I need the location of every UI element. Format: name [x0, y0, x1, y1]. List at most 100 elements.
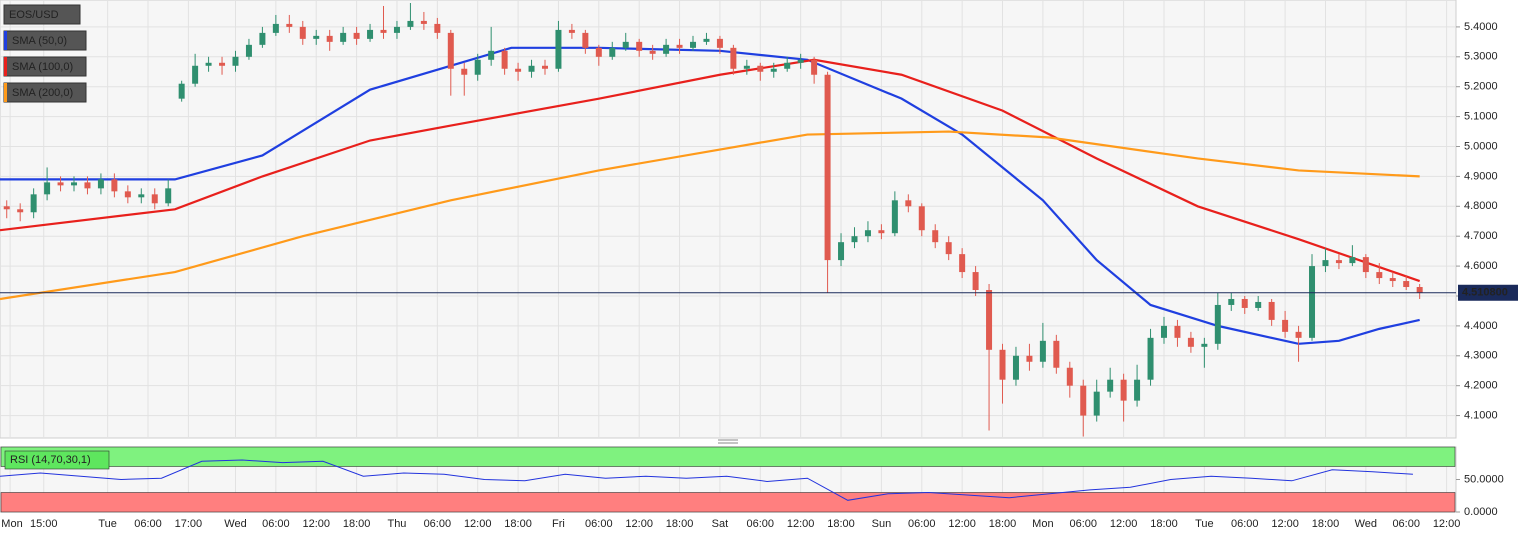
candle-body: [97, 179, 104, 189]
candle-body: [30, 194, 37, 213]
candle-body: [891, 200, 898, 234]
candle-body: [986, 290, 993, 350]
x-tick-label: Sat: [712, 518, 729, 530]
candle-body: [811, 59, 818, 75]
rsi-line: [0, 459, 1413, 501]
candle-body: [474, 59, 481, 75]
x-tick-label: 18:00: [343, 518, 371, 530]
candle-body: [582, 32, 589, 48]
x-tick-label: 12:00: [1271, 518, 1299, 530]
candle-body: [151, 194, 158, 204]
candle-body: [272, 23, 279, 33]
candle-body: [932, 230, 939, 243]
y-tick-label: 4.2000: [1464, 380, 1498, 392]
candle-body: [1187, 337, 1194, 347]
candle-body: [57, 182, 64, 186]
candle-body: [205, 62, 212, 66]
candle-body: [757, 65, 764, 72]
x-tick-label: 12:00: [787, 518, 815, 530]
last-price-box: [1458, 284, 1518, 301]
rsi-title: RSI (14,70,30,1): [10, 454, 91, 466]
x-tick-label: 06:00: [134, 518, 162, 530]
candle-body: [1309, 266, 1316, 338]
candle-body: [663, 44, 670, 54]
y-tick-label: 5.4000: [1464, 21, 1498, 33]
legend-box: [3, 4, 81, 25]
candle-body: [905, 200, 912, 207]
candle-body: [326, 35, 333, 42]
rsi-band: [0, 446, 1456, 467]
candle-body: [1282, 319, 1289, 332]
x-tick-label: 06:00: [747, 518, 775, 530]
candle-body: [178, 83, 185, 99]
x-tick-label: 18:00: [1312, 518, 1340, 530]
candle-body: [918, 206, 925, 231]
candle-body: [649, 50, 656, 54]
candle-body: [1268, 301, 1275, 320]
candle-body: [1389, 278, 1396, 282]
candle-body: [1376, 272, 1383, 279]
y-tick-label: 4.8000: [1464, 200, 1498, 212]
candle-body: [568, 29, 575, 33]
candle-body: [138, 194, 145, 198]
x-tick-label: 06:00: [262, 518, 290, 530]
candle-body: [420, 20, 427, 24]
y-tick-label: 5.0000: [1464, 140, 1498, 152]
candle-body: [1335, 260, 1342, 264]
candle-body: [1107, 379, 1114, 392]
candle-body: [380, 29, 387, 33]
x-tick-label: Wed: [224, 518, 246, 530]
candle-body: [595, 47, 602, 57]
candle-body: [111, 179, 118, 192]
candle-body: [784, 62, 791, 69]
x-tick-label: 06:00: [424, 518, 452, 530]
last-price-label: 4.510800: [1462, 287, 1508, 299]
sma-line: [0, 130, 1420, 301]
y-tick-label: 4.4000: [1464, 320, 1498, 332]
sma-line: [0, 46, 1420, 345]
x-tick-label: Wed: [1355, 518, 1377, 530]
pane-divider-handle[interactable]: [718, 439, 738, 444]
y-tick-label: 5.3000: [1464, 51, 1498, 63]
x-tick-label: 18:00: [989, 518, 1017, 530]
candle-body: [1053, 340, 1060, 368]
candle-body: [716, 38, 723, 48]
candle-body: [461, 68, 468, 75]
candle-body: [824, 74, 831, 261]
candle-body: [541, 65, 548, 69]
candle-body: [676, 44, 683, 48]
candle-body: [1012, 355, 1019, 380]
candle-body: [636, 41, 643, 51]
y-tick-label: 5.1000: [1464, 111, 1498, 123]
candle-body: [528, 65, 535, 72]
candle-body: [609, 47, 616, 57]
candle-body: [1416, 287, 1423, 293]
candle-body: [259, 32, 266, 45]
x-tick-label: 06:00: [1231, 518, 1259, 530]
candle-body: [165, 188, 172, 204]
candle-body: [393, 26, 400, 33]
candle-body: [501, 50, 508, 69]
candle-body: [1160, 325, 1167, 338]
candle-body: [1026, 355, 1033, 362]
candle-body: [1362, 257, 1369, 273]
y-tick-label: 4.1000: [1464, 409, 1498, 421]
candle-body: [959, 254, 966, 273]
candle-body: [340, 32, 347, 42]
y-tick-label: 4.7000: [1464, 230, 1498, 242]
candle-body: [1295, 331, 1302, 338]
candle-body: [972, 272, 979, 291]
candle-body: [1174, 325, 1181, 338]
candle-body: [407, 20, 414, 27]
x-tick-label: Thu: [387, 518, 406, 530]
x-tick-label: 12:00: [1110, 518, 1138, 530]
candle-body: [71, 182, 78, 186]
candle-body: [1080, 385, 1087, 416]
legend-label: SMA (200,0): [12, 87, 73, 99]
candle-body: [1147, 337, 1154, 380]
candle-body: [690, 41, 697, 48]
candle-body: [851, 236, 858, 243]
candle-body: [488, 50, 495, 60]
candle-body: [313, 35, 320, 39]
